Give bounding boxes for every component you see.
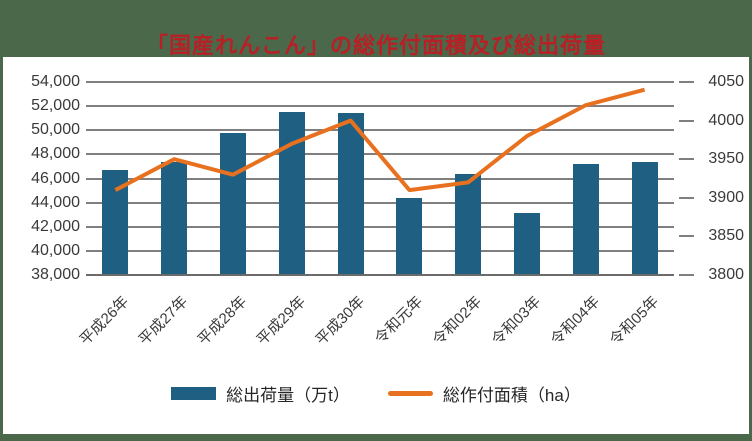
legend: 総出荷量（万t） 総作付面積（ha） xyxy=(0,377,752,409)
right-axis-label: 3800 xyxy=(708,266,744,283)
right-axis-label: 3950 xyxy=(708,150,744,168)
left-axis-label: 54,000 xyxy=(31,73,80,90)
right-axis-tick xyxy=(679,158,694,161)
bar-平成27年 xyxy=(161,161,188,275)
legend-label: 総作付面積（ha） xyxy=(442,385,581,405)
left-axis-label: 44,000 xyxy=(31,193,80,211)
bar-令和05年 xyxy=(631,161,658,275)
right-axis-tick xyxy=(679,119,694,122)
left-axis-label: 42,000 xyxy=(31,217,80,235)
gridline xyxy=(86,249,674,252)
right-axis-tick xyxy=(679,235,694,238)
gridline xyxy=(86,105,674,108)
right-axis-label: 4050 xyxy=(708,73,744,90)
right-axis-label: 3850 xyxy=(708,227,744,245)
gridline xyxy=(86,201,674,204)
gridline xyxy=(86,81,674,83)
right-axis-tick xyxy=(679,196,694,199)
legend-item-1: 総作付面積（ha） xyxy=(387,381,581,406)
line-swatch xyxy=(387,390,433,396)
left-axis-label: 38,000 xyxy=(31,266,80,283)
gridline xyxy=(86,129,674,132)
gridline xyxy=(86,177,674,180)
bar-平成28年 xyxy=(220,132,246,275)
right-axis-tick xyxy=(679,81,694,83)
right-axis-tick xyxy=(679,274,694,276)
right-axis-label: 4000 xyxy=(708,111,744,129)
gridline xyxy=(86,225,674,228)
bar-令和元年 xyxy=(396,197,423,275)
left-axis-label: 40,000 xyxy=(31,241,80,259)
line-series xyxy=(114,87,646,193)
bar-令和04年 xyxy=(572,164,599,275)
left-axis-label: 46,000 xyxy=(31,169,80,187)
left-axis-label: 52,000 xyxy=(31,97,80,115)
x-axis-line xyxy=(86,274,674,276)
legend-item-0: 総出荷量（万t） xyxy=(171,381,350,406)
bar-swatch xyxy=(171,386,217,400)
chart-title: 「国産れんこん」の総作付面積及び総出荷量 xyxy=(145,33,606,58)
left-axis-label: 48,000 xyxy=(31,145,80,163)
bar-令和03年 xyxy=(514,213,540,275)
bar-令和02年 xyxy=(455,173,482,275)
right-axis-label: 3900 xyxy=(708,188,744,206)
bar-平成30年 xyxy=(337,113,364,275)
legend-label: 総出荷量（万t） xyxy=(226,385,350,405)
left-axis-label: 50,000 xyxy=(31,121,80,139)
